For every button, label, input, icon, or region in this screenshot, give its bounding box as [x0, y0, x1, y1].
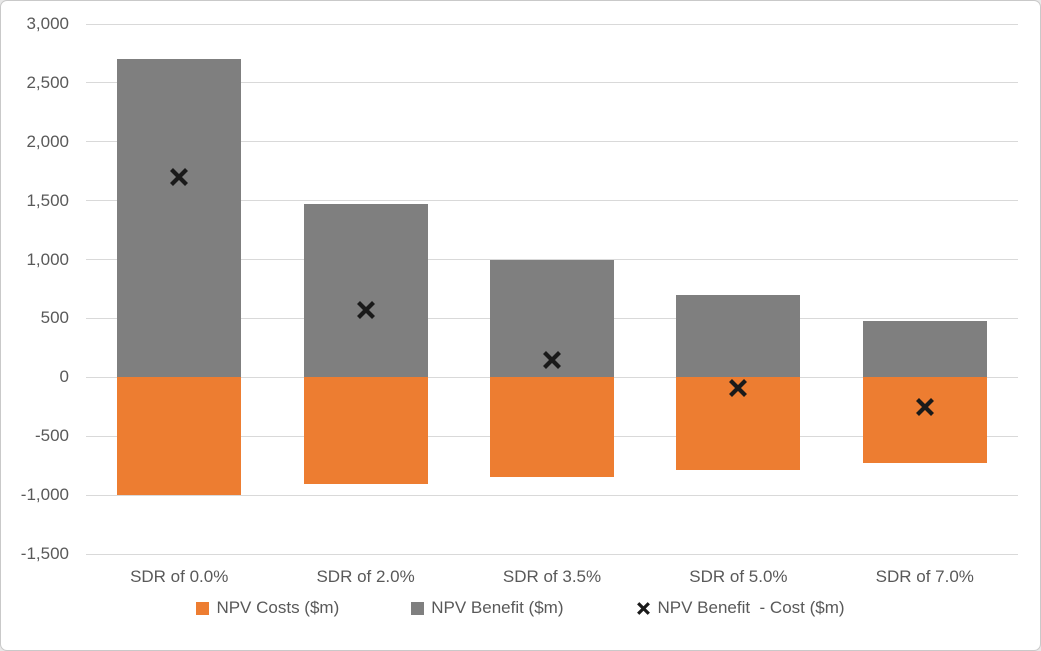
- legend-label-npv-benefit: NPV Benefit ($m): [431, 598, 564, 617]
- legend-item-npv-costs: NPV Costs ($m): [196, 598, 339, 618]
- gridline: [86, 200, 1018, 202]
- plot-area: [86, 23, 1018, 555]
- legend-item-npv-benefit: NPV Benefit ($m): [411, 598, 564, 618]
- gridline: [86, 553, 1018, 555]
- npv-costs-swatch-icon: [196, 601, 210, 615]
- net-benefit-marker-icon: [914, 396, 936, 418]
- x-category-label: SDR of 0.0%: [130, 567, 229, 586]
- x-marker-swatch-icon: [636, 601, 651, 616]
- npv-benefit-bar: [303, 203, 428, 378]
- legend-item-net-benefit: NPV Benefit - Cost ($m): [636, 598, 845, 618]
- x-category-label: SDR of 2.0%: [316, 567, 415, 586]
- legend-label-net-benefit: NPV Benefit - Cost ($m): [657, 598, 845, 617]
- net-benefit-marker-icon: [355, 299, 377, 321]
- gridline: [86, 494, 1018, 496]
- npv-costs-bar: [117, 377, 242, 496]
- x-axis: SDR of 0.0% SDR of 2.0% SDR of 3.5% SDR of …: [86, 564, 1018, 590]
- gridline: [86, 82, 1018, 84]
- net-benefit-marker-icon: [727, 377, 749, 399]
- y-tick-label: 1,500: [26, 190, 69, 210]
- x-category-label: SDR of 5.0%: [689, 567, 788, 586]
- gridline: [86, 141, 1018, 143]
- y-axis: 3,000 2,500 2,000 1,500 1,000 500 0 -500 -1,000 -…: [1, 14, 69, 563]
- y-tick-label: 0: [59, 367, 69, 387]
- npv-costs-bar: [862, 377, 987, 464]
- npv-costs-bar: [303, 377, 428, 484]
- npv-costs-bar: [676, 377, 801, 471]
- x-category-label: SDR of 3.5%: [502, 567, 602, 586]
- y-tick-label: -1,000: [20, 485, 69, 505]
- legend: NPV Costs ($m) NPV Benefit ($m) NPV Bene…: [1, 594, 1040, 622]
- y-tick-label: 2,500: [26, 72, 69, 92]
- y-tick-label: 500: [40, 308, 69, 328]
- y-tick-label: 2,000: [26, 131, 69, 151]
- y-tick-label: -500: [34, 426, 69, 446]
- net-benefit-marker-icon: [168, 166, 190, 188]
- net-benefit-marker-icon: [541, 349, 563, 371]
- legend-label-npv-costs: NPV Costs ($m): [216, 598, 340, 617]
- npv-benefit-bar: [862, 320, 987, 378]
- npv-benefit-bar: [117, 59, 242, 378]
- y-tick-label: 1,000: [26, 249, 69, 269]
- y-tick-label: 3,000: [26, 14, 69, 33]
- x-category-label: SDR of 7.0%: [875, 567, 974, 586]
- y-tick-label: -1,500: [20, 544, 69, 563]
- npv-costs-bar: [490, 377, 614, 478]
- gridline: [86, 23, 1018, 25]
- npv-benefit-swatch-icon: [411, 601, 425, 615]
- npv-benefit-bar: [676, 294, 801, 378]
